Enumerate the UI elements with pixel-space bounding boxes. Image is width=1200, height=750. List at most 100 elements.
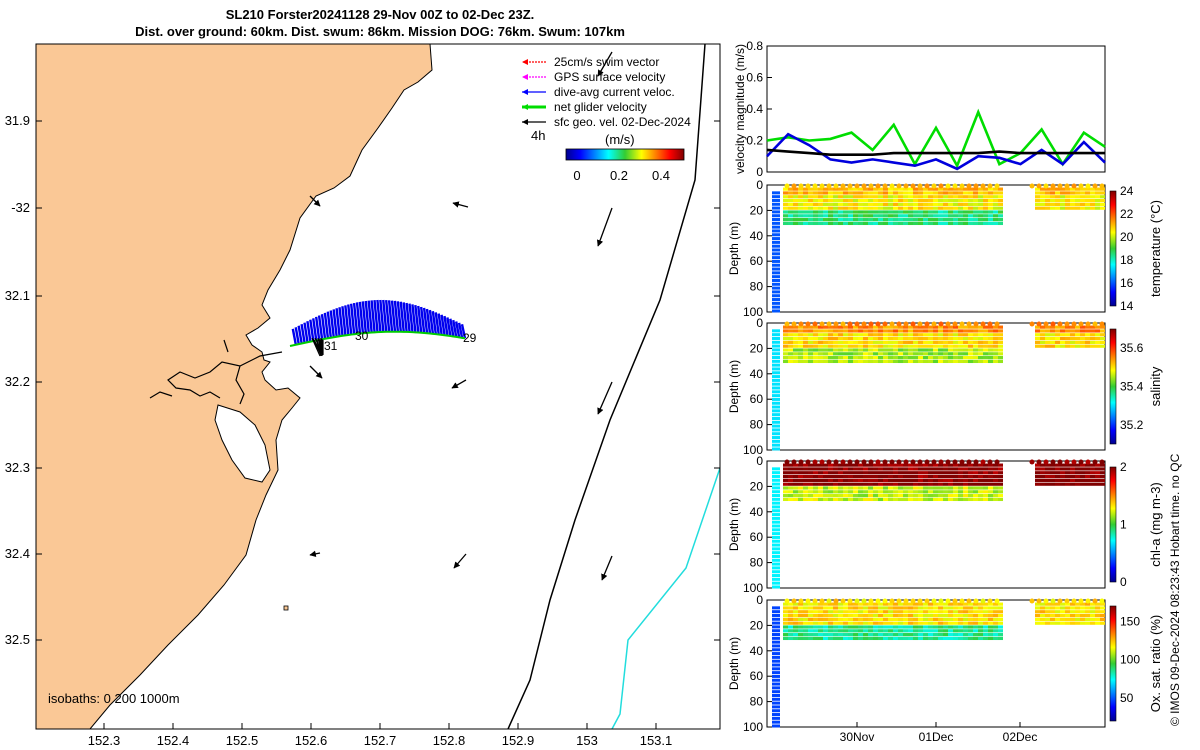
heatmap-cell (948, 348, 953, 352)
colorbar-label: chl-a (mg m-3) (1148, 482, 1163, 567)
lat-tick-label: 32.3 (5, 460, 30, 475)
heatmap-cell (1095, 333, 1100, 337)
heatmap-cell (923, 497, 928, 502)
heatmap-cell (858, 617, 863, 621)
heatmap-cell (783, 471, 788, 475)
heatmap-cell (838, 218, 843, 222)
surface-dot (1099, 598, 1105, 604)
heatmap-cell (838, 329, 843, 333)
heatmap-cell (938, 195, 943, 199)
heatmap-cell (863, 636, 868, 641)
heatmap-cell (873, 352, 878, 356)
heatmap-cell (833, 486, 838, 490)
heatmap-cell (843, 636, 848, 641)
heatmap-cell (788, 613, 793, 618)
heatmap-cell (893, 202, 898, 206)
heatmap-cell (858, 344, 863, 348)
profile-cell (772, 244, 780, 248)
heatmap-cell (998, 467, 1003, 471)
heatmap-cell (823, 610, 828, 614)
heatmap-cell (948, 340, 953, 344)
heatmap-cell (1080, 329, 1085, 333)
heatmap-cell (973, 221, 978, 226)
heatmap-cell (908, 359, 913, 364)
surface-dot (952, 321, 958, 327)
heatmap-cell (903, 333, 908, 337)
heatmap-cell (818, 463, 823, 467)
heatmap-cell (838, 490, 843, 494)
heatmap-cell (813, 187, 818, 191)
heatmap-cell (878, 210, 883, 214)
surface-dot (1099, 321, 1105, 327)
heatmap-cell (913, 191, 918, 195)
heatmap-cell (893, 191, 898, 195)
heatmap-cell (958, 497, 963, 502)
heatmap-cell (813, 352, 818, 356)
heatmap-cell (953, 494, 958, 498)
heatmap-cell (1100, 602, 1105, 606)
heatmap-cell (843, 187, 848, 191)
heatmap-cell (783, 486, 788, 490)
heatmap-cell (898, 471, 903, 475)
surface-dot (987, 598, 993, 604)
heatmap-cell (783, 463, 788, 467)
time-tick-label: 30Nov (840, 730, 875, 744)
heatmap-cell (1035, 621, 1040, 625)
dive-avg-current-vector (303, 322, 309, 343)
heatmap-cell (823, 221, 828, 226)
heatmap-cell (923, 214, 928, 218)
heatmap-cell (918, 478, 923, 482)
heatmap-cell (988, 467, 993, 471)
heatmap-cell (818, 633, 823, 637)
dive-avg-current-vector (449, 318, 455, 337)
heatmap-cell (933, 633, 938, 637)
heatmap-cell (898, 613, 903, 618)
profile-cell (772, 497, 780, 501)
heatmap-cell (933, 636, 938, 641)
heatmap-cell (793, 482, 798, 486)
heatmap-cell (848, 621, 853, 625)
heatmap-cell (998, 471, 1003, 475)
heatmap-cell (878, 474, 883, 479)
heatmap-cell (913, 187, 918, 191)
heatmap-cell (798, 210, 803, 214)
heatmap-cell (818, 610, 823, 614)
heatmap-cell (998, 486, 1003, 490)
heatmap-cell (1080, 621, 1085, 625)
heatmap-cell (1060, 195, 1065, 199)
heatmap-cell (1080, 610, 1085, 614)
heatmap-cell (843, 606, 848, 610)
heatmap-cell (948, 602, 953, 606)
heatmap-cell (858, 352, 863, 356)
heatmap-cell (958, 617, 963, 621)
profile-cell (772, 562, 780, 566)
surface-dot (980, 459, 986, 465)
heatmap-cell (878, 617, 883, 621)
heatmap-cell (913, 356, 918, 360)
heatmap-cell (1065, 482, 1070, 486)
heatmap-cell (823, 482, 828, 486)
heatmap-cell (898, 490, 903, 494)
heatmap-cell (878, 206, 883, 210)
profile-cell (772, 278, 780, 282)
surface-dot (966, 183, 972, 189)
heatmap-cell (978, 325, 983, 329)
profile-cell (772, 467, 780, 471)
profile-cell (772, 275, 780, 279)
heatmap-cell (913, 486, 918, 490)
heatmap-cell (913, 602, 918, 606)
heatmap-cell (873, 471, 878, 475)
heatmap-cell (893, 478, 898, 482)
heatmap-cell (808, 348, 813, 352)
heatmap-cell (898, 221, 903, 226)
heatmap-cell (878, 610, 883, 614)
depth-tick-label: 40 (750, 505, 764, 519)
profile-cell (772, 229, 780, 233)
dive-avg-current-vector (355, 302, 362, 334)
colorbar-tick-label: 50 (1120, 691, 1134, 705)
heatmap-cell (908, 348, 913, 352)
heatmap-cell (938, 606, 943, 610)
heatmap-cell (983, 486, 988, 490)
heatmap-cell (1095, 478, 1100, 482)
